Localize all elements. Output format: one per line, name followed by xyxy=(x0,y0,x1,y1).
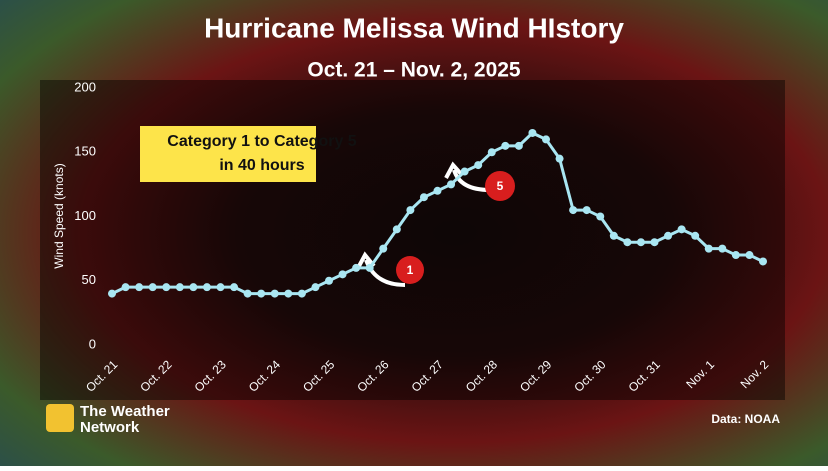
point xyxy=(528,128,537,137)
point xyxy=(121,283,130,292)
storm-icon xyxy=(485,171,515,201)
y-tick-label: 200 xyxy=(74,79,96,94)
arrow xyxy=(452,169,491,192)
arrow-head xyxy=(356,251,376,269)
point xyxy=(474,161,483,170)
point xyxy=(243,289,252,298)
point xyxy=(365,263,374,272)
logo-text: The Weather xyxy=(80,403,170,420)
point xyxy=(162,283,171,292)
point xyxy=(216,283,225,292)
point xyxy=(609,231,618,240)
point xyxy=(433,186,442,195)
arrow-head xyxy=(444,161,464,179)
logo-icon xyxy=(46,404,74,432)
point xyxy=(392,225,401,234)
point xyxy=(460,167,469,176)
point xyxy=(297,289,306,298)
chart-subtitle: Oct. 21 – Nov. 2, 2025 xyxy=(307,59,521,82)
point xyxy=(664,231,673,240)
point xyxy=(691,231,700,240)
point xyxy=(718,244,727,253)
source: Data: NOAA xyxy=(711,412,780,426)
point xyxy=(270,289,279,298)
point xyxy=(419,193,428,202)
point xyxy=(596,212,605,221)
point xyxy=(284,289,293,298)
point xyxy=(555,154,564,163)
point xyxy=(257,289,266,298)
point xyxy=(501,141,510,150)
point xyxy=(650,238,659,247)
point xyxy=(582,206,591,215)
point xyxy=(542,135,550,144)
point xyxy=(108,289,116,298)
point xyxy=(677,225,686,234)
point xyxy=(135,283,144,292)
y-tick-label: 100 xyxy=(74,208,96,223)
annotation-text: in 40 hours xyxy=(219,157,304,174)
point xyxy=(148,283,157,292)
point xyxy=(636,238,645,247)
point xyxy=(447,180,456,189)
point xyxy=(759,257,767,266)
y-tick-label: 50 xyxy=(82,272,96,287)
annotation-box xyxy=(140,126,316,182)
point xyxy=(379,244,388,253)
storm-label: 5 xyxy=(497,179,504,193)
point xyxy=(352,263,361,272)
point xyxy=(704,244,713,253)
point xyxy=(230,283,239,292)
arrow xyxy=(364,259,406,287)
point xyxy=(189,283,198,292)
point xyxy=(745,251,754,260)
y-axis-label: Wind Speed (knots) xyxy=(52,163,66,268)
point xyxy=(325,276,333,285)
y-tick-label: 150 xyxy=(74,144,96,159)
point xyxy=(514,141,523,150)
point xyxy=(338,270,347,279)
y-tick-label: 0 xyxy=(89,336,96,351)
point xyxy=(487,148,496,157)
point xyxy=(406,206,415,215)
point xyxy=(731,251,740,260)
point xyxy=(175,283,184,292)
storm-label: 1 xyxy=(407,263,414,277)
chart-title: Hurricane Melissa Wind HIstory xyxy=(204,12,624,43)
storm-icon xyxy=(396,256,424,284)
point xyxy=(311,283,320,292)
point xyxy=(569,206,578,215)
point xyxy=(623,238,632,247)
point xyxy=(202,283,211,292)
logo-text: Network xyxy=(80,419,140,436)
annotation-text: Category 1 to Category 5 xyxy=(167,133,356,150)
